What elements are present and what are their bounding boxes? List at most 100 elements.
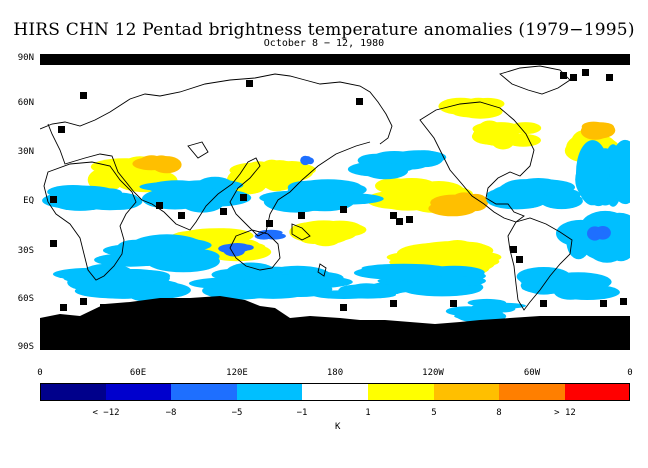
eurasia-south-coast — [47, 123, 371, 237]
colorbar-label-1: < −12 — [92, 408, 120, 418]
missing-data-block — [600, 300, 607, 307]
anomaly-patch — [318, 220, 361, 234]
colorbar-unit: K — [335, 422, 341, 432]
missing-data-regions — [40, 54, 630, 350]
missing-data-block — [450, 300, 457, 307]
anomaly-patch — [593, 228, 605, 238]
lat-label-90n: 90N — [17, 53, 34, 63]
missing-data-block — [540, 300, 547, 307]
missing-data-block — [390, 212, 397, 219]
missing-arctic-band — [40, 54, 630, 65]
lon-label-60e: 60E — [129, 368, 147, 378]
lat-label-eq: EQ — [23, 196, 34, 206]
anomaly-map — [40, 54, 630, 350]
lat-label-30n: 30N — [17, 147, 34, 157]
missing-data-block — [582, 69, 589, 76]
missing-data-blocks — [50, 69, 627, 321]
missing-data-block — [570, 74, 577, 81]
anomaly-patch — [310, 193, 384, 205]
missing-data-block — [164, 304, 171, 311]
missing-data-block — [60, 304, 67, 311]
missing-data-block — [112, 304, 119, 311]
missing-data-block — [200, 314, 207, 321]
missing-data-block — [240, 194, 247, 201]
anomaly-patch — [575, 159, 608, 200]
anomaly-patch — [298, 229, 329, 245]
anomaly-patch — [609, 139, 630, 205]
north-america-coastline — [419, 101, 535, 223]
anomaly-patch — [502, 189, 548, 209]
anomaly-patch — [347, 162, 402, 177]
anomaly-patch — [311, 290, 377, 299]
anomaly-patch — [395, 156, 443, 166]
colorbar-label-3: −5 — [231, 408, 243, 418]
africa-coastline — [43, 161, 137, 281]
missing-antarctic-region — [40, 296, 630, 350]
colorbar-swatch-1 — [40, 383, 106, 401]
anomaly-patch — [375, 178, 413, 194]
colorbar-swatch-8 — [499, 383, 565, 401]
lon-label-180: 180 — [326, 368, 344, 378]
colorbar-label-4: −1 — [296, 408, 308, 418]
missing-data-block — [156, 202, 163, 209]
lon-label-60w: 60W — [523, 368, 541, 378]
missing-data-block — [340, 304, 347, 311]
missing-data-block — [266, 220, 273, 227]
anomaly-patch — [454, 312, 493, 320]
anomaly-patch — [385, 194, 445, 209]
colorbar-label-2: −8 — [165, 408, 177, 418]
anomaly-patch — [179, 188, 252, 207]
missing-data-block — [516, 256, 523, 263]
lon-label-0: 0 — [37, 368, 43, 378]
anomaly-patch — [368, 284, 410, 294]
anomaly-patch — [63, 271, 122, 284]
lat-label-30s: 30S — [17, 246, 34, 256]
missing-data-block — [356, 98, 363, 105]
colorbar-swatch-7 — [434, 383, 499, 401]
colorbar-swatch-2 — [106, 383, 171, 401]
missing-data-block — [620, 298, 627, 305]
anomaly-patch — [42, 192, 108, 209]
colorbar-label-8: > 12 — [554, 408, 576, 418]
colorbar — [40, 383, 630, 401]
missing-data-block — [50, 196, 57, 203]
colorbar-label-7: 8 — [496, 408, 502, 418]
australia-coastline — [229, 229, 281, 271]
colorbar-swatch-9 — [565, 383, 630, 401]
anomaly-map-svg — [40, 54, 630, 350]
anomaly-patch — [138, 155, 165, 171]
anomaly-patch — [55, 185, 113, 196]
coastlines — [40, 65, 573, 311]
anomaly-patch — [478, 302, 526, 309]
lat-label-90s: 90S — [17, 342, 34, 352]
missing-data-block — [58, 126, 65, 133]
anomaly-patch — [554, 284, 620, 300]
colorbar-swatch-3 — [171, 383, 237, 401]
anomaly-patch — [218, 244, 245, 254]
map-subtitle: October 8 − 12, 1980 — [263, 38, 385, 49]
missing-data-block — [340, 206, 347, 213]
missing-data-block — [100, 304, 107, 311]
missing-data-block — [50, 240, 57, 247]
missing-data-block — [178, 212, 185, 219]
missing-data-block — [220, 208, 227, 215]
anomaly-patch — [306, 157, 314, 165]
lon-label-120w: 120W — [422, 368, 444, 378]
anomaly-patch — [520, 276, 571, 295]
missing-data-block — [80, 298, 87, 305]
missing-data-block — [80, 92, 87, 99]
lon-label-120e: 120E — [226, 368, 248, 378]
lat-label-60s: 60S — [17, 294, 34, 304]
anomaly-patch — [110, 281, 175, 294]
south-america-coastline — [507, 217, 573, 311]
lat-label-60n: 60N — [17, 98, 34, 108]
anomaly-patch — [263, 191, 329, 213]
anomaly-patch — [566, 222, 591, 260]
colorbar-label-6: 5 — [431, 408, 437, 418]
missing-data-block — [406, 216, 413, 223]
arabia-coastline — [187, 141, 209, 159]
lon-label-0-east: 0 — [627, 368, 633, 378]
missing-data-block — [510, 246, 517, 253]
missing-data-block — [298, 212, 305, 219]
colorbar-swatch-6 — [368, 383, 434, 401]
